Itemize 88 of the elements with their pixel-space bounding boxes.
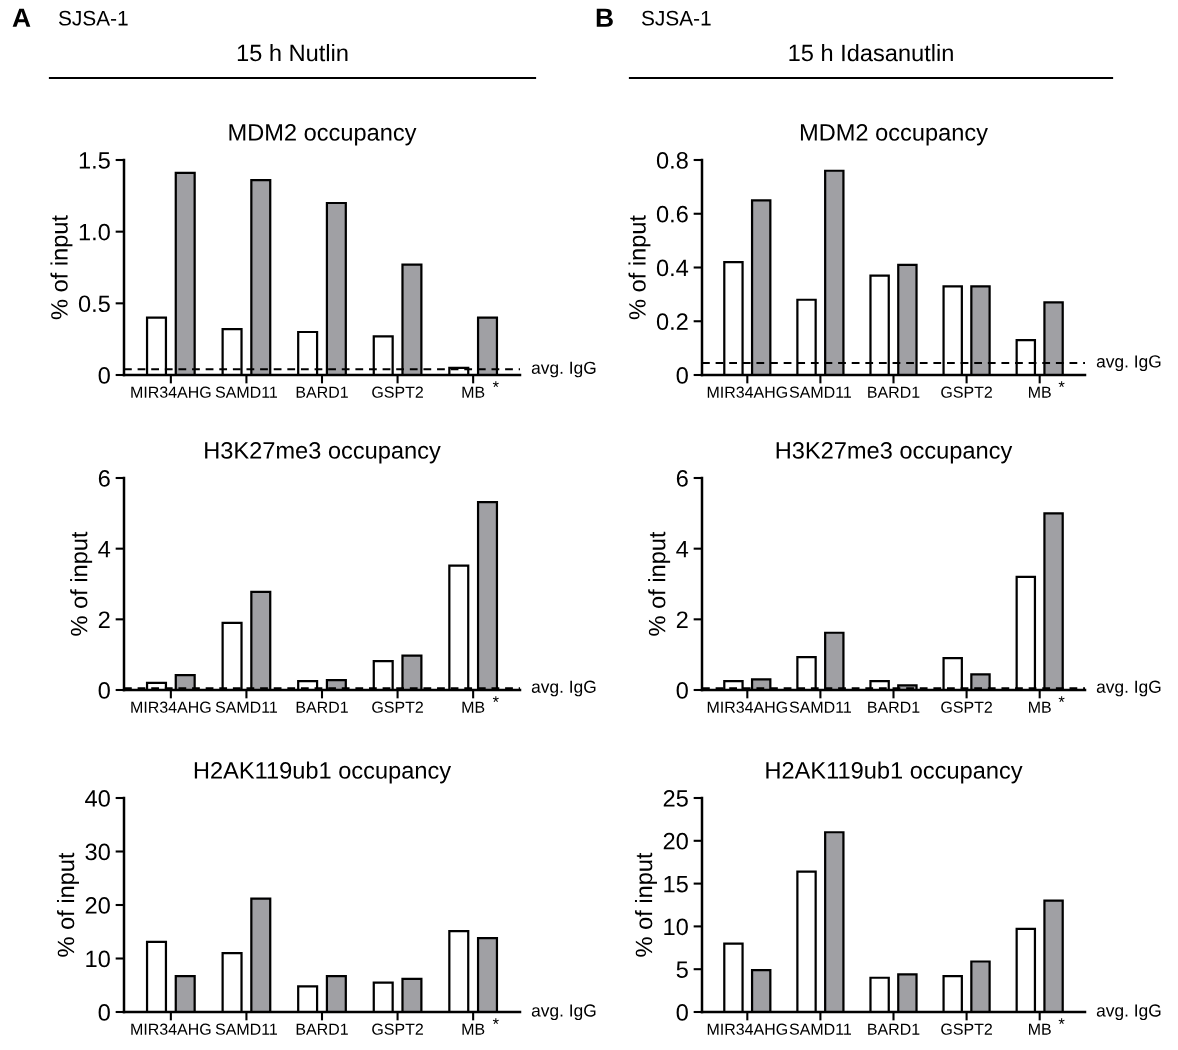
y-tick-label: 0.5 — [78, 295, 110, 313]
x-tick-label: GSPT2 — [941, 386, 992, 398]
x-tick-label: SAMD11 — [215, 701, 278, 713]
x-tick-label: GSPT2 — [372, 386, 423, 398]
y-tick-label: 4 — [676, 540, 689, 558]
text: * — [1058, 381, 1065, 388]
text: SJSA-1 — [641, 10, 711, 26]
y-tick-label: 0 — [98, 1004, 110, 1021]
y-axis-title: % of input — [648, 531, 671, 636]
text: avg. IgG — [1096, 1004, 1161, 1021]
text: B — [596, 8, 613, 27]
y-tick-label: 6 — [676, 470, 688, 487]
x-tick-label: BARD1 — [296, 701, 348, 713]
x-tick-label: MB — [1029, 701, 1051, 713]
text: * — [492, 1018, 499, 1025]
y-tick-label: 0 — [676, 1004, 688, 1021]
text: avg. IgG — [531, 1004, 596, 1021]
y-tick-label: 0.2 — [656, 313, 688, 331]
x-tick-label: MB — [462, 1023, 485, 1035]
text: SJSA-1 — [58, 10, 128, 26]
text: * — [492, 381, 499, 388]
ref-line-label: avg. IgG — [1096, 355, 1161, 371]
text: * — [1058, 696, 1065, 703]
x-tick-label: SAMD11 — [215, 1023, 278, 1035]
y-tick-label: 10 — [86, 950, 110, 968]
y-tick-label: 10 — [664, 918, 688, 936]
y-tick-label: 0 — [676, 367, 688, 384]
ref-line-label: avg. IgG — [531, 680, 596, 697]
y-axis-title: % of input — [70, 531, 93, 636]
y-tick-label: 2 — [676, 611, 688, 628]
x-tick-label: MIR34AHG — [707, 1023, 787, 1035]
y-tick-label: 4 — [98, 540, 111, 558]
y-tick-label: 30 — [85, 843, 110, 861]
chart-title: MDM2 occupancy — [229, 124, 417, 146]
text: * — [1058, 1018, 1065, 1025]
text: A — [12, 8, 31, 27]
chart-title: H2AK119ub1 occupancy — [194, 761, 452, 784]
y-tick-label: 6 — [98, 470, 110, 487]
y-tick-label: 2 — [98, 611, 110, 628]
chart-title: H2AK119ub1 occupancy — [766, 761, 1023, 784]
y-tick-label: 1.0 — [79, 223, 110, 241]
x-tick-label: MIR34AHG — [131, 386, 211, 398]
chart-title: H3K27me3 occupancy — [205, 442, 441, 464]
x-tick-label: MB — [1029, 386, 1051, 398]
text: * — [492, 696, 499, 703]
y-axis-title: % of input — [50, 215, 73, 320]
y-tick-label: 0 — [98, 682, 110, 699]
text: 15 h Idasanutlin — [789, 44, 953, 62]
x-tick-label: BARD1 — [296, 1023, 348, 1035]
y-tick-label: 0 — [676, 682, 688, 699]
chart-title: MDM2 occupancy — [800, 124, 988, 146]
x-tick-label: SAMD11 — [789, 701, 851, 713]
x-tick-label: BARD1 — [296, 386, 348, 398]
ref-line-label: avg. IgG — [531, 361, 596, 378]
x-tick-label: MIR34AHG — [131, 701, 211, 713]
y-tick-label: 0.8 — [656, 152, 688, 169]
x-tick-label: MIR34AHG — [707, 701, 787, 713]
x-tick-label: GSPT2 — [372, 701, 423, 713]
y-tick-label: 5 — [676, 961, 688, 978]
x-tick-label: MB — [462, 386, 485, 398]
y-tick-label: 40 — [85, 790, 110, 807]
text: 15 h Nutlin — [237, 44, 348, 62]
y-tick-label: 25 — [663, 790, 688, 807]
x-tick-label: BARD1 — [868, 701, 920, 713]
x-tick-label: BARD1 — [868, 1023, 920, 1035]
x-tick-label: GSPT2 — [941, 1023, 992, 1035]
x-tick-label: SAMD11 — [215, 386, 278, 398]
y-axis-title: % of input — [634, 852, 657, 957]
x-tick-label: BARD1 — [868, 386, 920, 398]
y-tick-label: 0.4 — [656, 259, 689, 277]
x-tick-label: GSPT2 — [941, 701, 992, 713]
x-tick-label: MB — [462, 701, 485, 713]
chart-title: H3K27me3 occupancy — [776, 442, 1013, 464]
x-tick-label: MIR34AHG — [707, 386, 787, 398]
y-tick-label: 15 — [664, 875, 688, 893]
y-tick-label: 0 — [98, 367, 110, 384]
y-axis-title: % of input — [628, 215, 651, 320]
x-tick-label: GSPT2 — [372, 1023, 423, 1035]
y-tick-label: 0.6 — [656, 205, 688, 223]
y-tick-label: 20 — [663, 832, 688, 850]
y-tick-label: 1.5 — [79, 152, 110, 169]
x-tick-label: MB — [1029, 1023, 1051, 1035]
x-tick-label: MIR34AHG — [131, 1023, 211, 1035]
ref-line-label: avg. IgG — [1096, 680, 1161, 697]
y-axis-title: % of input — [56, 852, 79, 957]
x-tick-label: SAMD11 — [789, 1023, 851, 1035]
x-tick-label: SAMD11 — [789, 386, 851, 398]
y-tick-label: 20 — [85, 897, 110, 914]
